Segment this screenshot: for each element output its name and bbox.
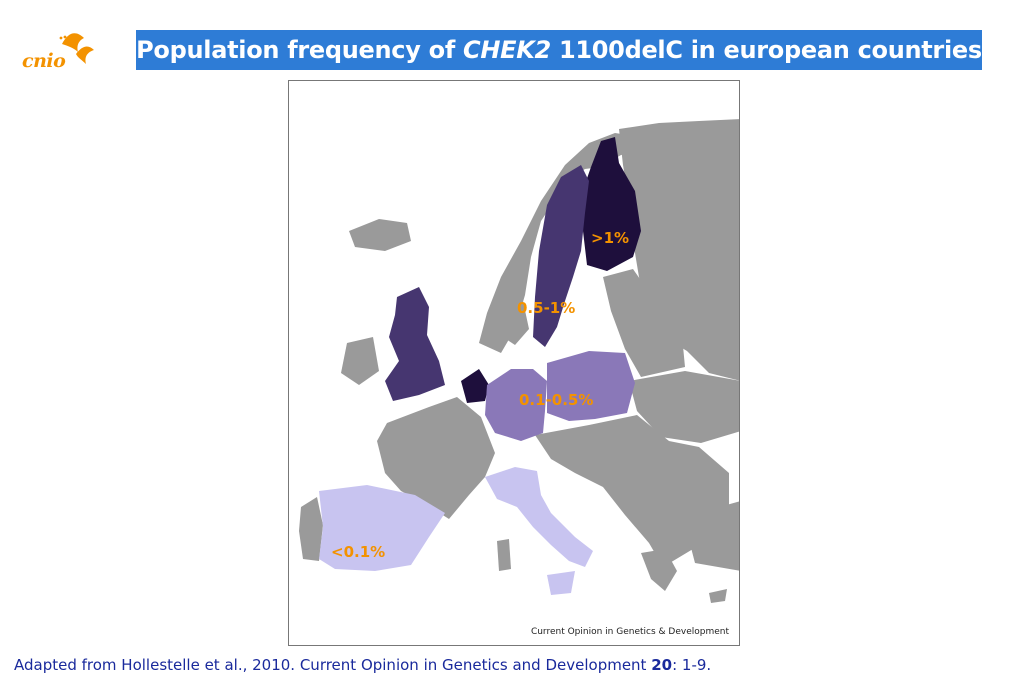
iceland: [349, 219, 411, 251]
sardinia: [497, 539, 511, 571]
finland-gt1: [579, 137, 641, 271]
citation-suffix: : 1-9.: [672, 656, 712, 674]
map-credit: Current Opinion in Genetics & Developmen…: [530, 627, 729, 637]
germany-0-1-0-5: [485, 369, 547, 441]
label-0-1-0-5: 0.1-0.5%: [519, 391, 594, 409]
sicily-lt01: [547, 571, 575, 595]
label-0-5-1: 0.5-1%: [517, 299, 576, 317]
label-gt1: >1%: [591, 229, 630, 247]
uk-0-5-1: [385, 287, 445, 401]
ireland: [341, 337, 379, 385]
logo-text: cnio: [22, 50, 66, 72]
label-lt01: <0.1%: [331, 543, 386, 561]
title-suffix: 1100delC in european countries: [550, 36, 982, 64]
title-prefix: Population frequency of: [136, 36, 464, 64]
turkey: [683, 501, 739, 571]
citation: Adapted from Hollestelle et al., 2010. C…: [14, 656, 711, 674]
citation-prefix: Adapted from Hollestelle et al., 2010. C…: [14, 656, 652, 674]
portugal: [299, 497, 323, 561]
page-title: Population frequency of CHEK2 1100delC i…: [136, 36, 982, 64]
ukraine: [629, 371, 739, 443]
sweden-0-5-1: [533, 165, 589, 347]
cnio-figure-icon: [59, 33, 94, 64]
poland-0-1-0-5: [547, 351, 635, 421]
italy-lt01: [485, 467, 593, 567]
europe-map: >1% 0.5-1% 0.1-0.5% <0.1% Current Opinio…: [288, 80, 740, 646]
title-gene: CHEK2: [463, 36, 551, 64]
spain-lt01: [319, 485, 445, 571]
france: [377, 397, 495, 519]
norway: [479, 133, 645, 353]
cyprus: [709, 589, 727, 603]
europe-map-drawing: [299, 119, 739, 603]
citation-volume: 20: [651, 656, 673, 674]
cnio-logo: cnio: [18, 22, 98, 72]
balkans: [535, 415, 729, 567]
greece: [641, 549, 677, 591]
title-bar: Population frequency of CHEK2 1100delC i…: [136, 30, 982, 70]
netherlands-gt1: [461, 369, 489, 403]
baltics-belarus: [603, 269, 685, 377]
denmark: [503, 301, 529, 345]
